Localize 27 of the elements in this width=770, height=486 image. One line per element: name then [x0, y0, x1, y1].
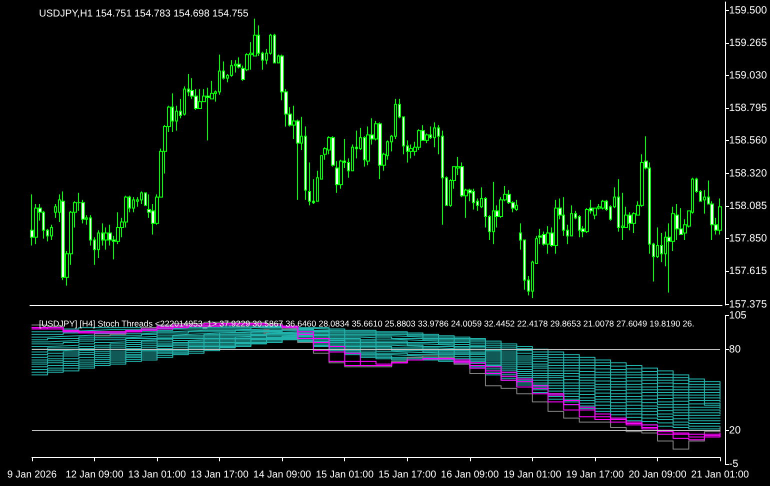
y-tick-label: 159.030	[729, 69, 768, 82]
x-tick-label: 14 Jan 09:00	[253, 470, 312, 480]
y-tick-label: 158.320	[729, 168, 768, 180]
y-tick-label: 159.265	[729, 36, 768, 49]
y-tick-label: 20	[729, 424, 741, 436]
y-tick-label: 157.615	[729, 265, 768, 278]
y-tick-label: 158.085	[729, 200, 768, 212]
y-tick-label: 159.500	[729, 4, 768, 16]
x-tick-label: 13 Jan 17:00	[190, 470, 249, 480]
y-tick-label: 105	[729, 310, 747, 322]
text: USDJPY,H1 154.751 154.783 154.698 154.755	[39, 8, 249, 20]
y-tick-label: 158.560	[729, 134, 768, 146]
x-tick-label: 9 Jan 2026	[7, 470, 58, 480]
y-tick-label: 80	[729, 343, 741, 356]
x-tick-label: 15 Jan 17:00	[378, 470, 437, 480]
x-tick-label: 19 Jan 17:00	[566, 470, 624, 480]
x-tick-label: 16 Jan 09:00	[440, 470, 500, 480]
y-tick-label: -5	[729, 458, 738, 470]
x-tick-label: 21 Jan 01:00	[691, 470, 750, 480]
y-tick-label: 157.375	[729, 298, 768, 310]
x-tick-label: 15 Jan 01:00	[316, 470, 374, 480]
x-tick-label: 13 Jan 01:00	[128, 470, 186, 480]
y-tick-label: 157.850	[729, 232, 768, 245]
y-tick-label: 158.795	[729, 102, 768, 114]
x-tick-label: 19 Jan 01:00	[503, 470, 562, 480]
x-tick-label: 20 Jan 09:00	[628, 470, 687, 480]
x-tick-label: 12 Jan 09:00	[66, 470, 124, 480]
